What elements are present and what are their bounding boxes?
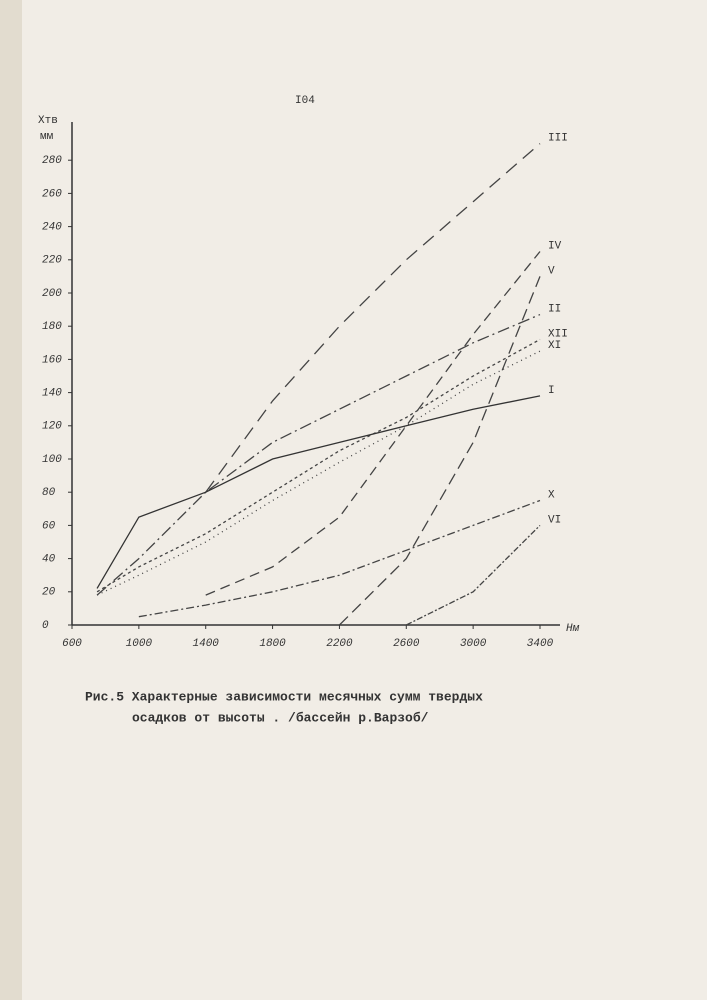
y-tick-label: 280 <box>42 155 62 167</box>
y-tick-label: 200 <box>42 288 62 300</box>
y-tick-label: 120 <box>42 421 62 433</box>
page-number: I04 <box>295 95 315 107</box>
series-line <box>96 313 541 596</box>
x-tick-label: 3000 <box>460 638 487 650</box>
series-line <box>205 143 541 493</box>
series-label: XII <box>548 328 568 340</box>
series-label: I <box>548 385 555 397</box>
y-unit: мм <box>40 131 54 143</box>
y-tick-label: 100 <box>42 454 62 466</box>
x-tick-label: 1000 <box>126 638 153 650</box>
series-label: III <box>548 133 568 145</box>
y-label: Xтв <box>38 115 58 127</box>
series-label: X <box>548 489 555 501</box>
y-tick-label: 260 <box>42 188 62 200</box>
y-tick-label: 240 <box>42 222 62 234</box>
series-line <box>205 251 541 596</box>
series-label: V <box>548 265 555 277</box>
series-line <box>338 276 541 626</box>
series-line <box>96 338 541 593</box>
y-tick-label: 80 <box>42 487 56 499</box>
x-tick-label: 1400 <box>193 638 220 650</box>
caption-line: осадков от высоты . /бассейн р.Варзоб/ <box>132 710 429 725</box>
series-label: XI <box>548 340 561 352</box>
y-tick-label: 20 <box>42 587 56 599</box>
x-tick-label: 600 <box>62 638 82 650</box>
series-label: IV <box>548 240 562 252</box>
binding-edge <box>0 0 22 1000</box>
y-tick-label: 40 <box>42 554 56 566</box>
x-tick-label: 2200 <box>326 638 353 650</box>
y-tick-label: 140 <box>42 388 62 400</box>
y-tick-label: 60 <box>42 520 56 532</box>
y-tick-label: 180 <box>42 321 62 333</box>
series-label: VI <box>548 514 561 526</box>
y-tick-label: 160 <box>42 354 62 366</box>
series-label: II <box>548 303 561 315</box>
y-tick-label: 220 <box>42 255 62 267</box>
series-line <box>138 499 541 618</box>
x-tick-label: 2600 <box>393 638 420 650</box>
x-tick-label: 1800 <box>259 638 286 650</box>
y-tick-label: 0 <box>42 620 49 632</box>
x-label: Нм <box>566 623 580 635</box>
x-tick-label: 3400 <box>527 638 554 650</box>
series-line <box>405 524 541 626</box>
series-line <box>96 395 541 589</box>
caption-line: Рис.5 Характерные зависимости месячных с… <box>85 689 483 704</box>
